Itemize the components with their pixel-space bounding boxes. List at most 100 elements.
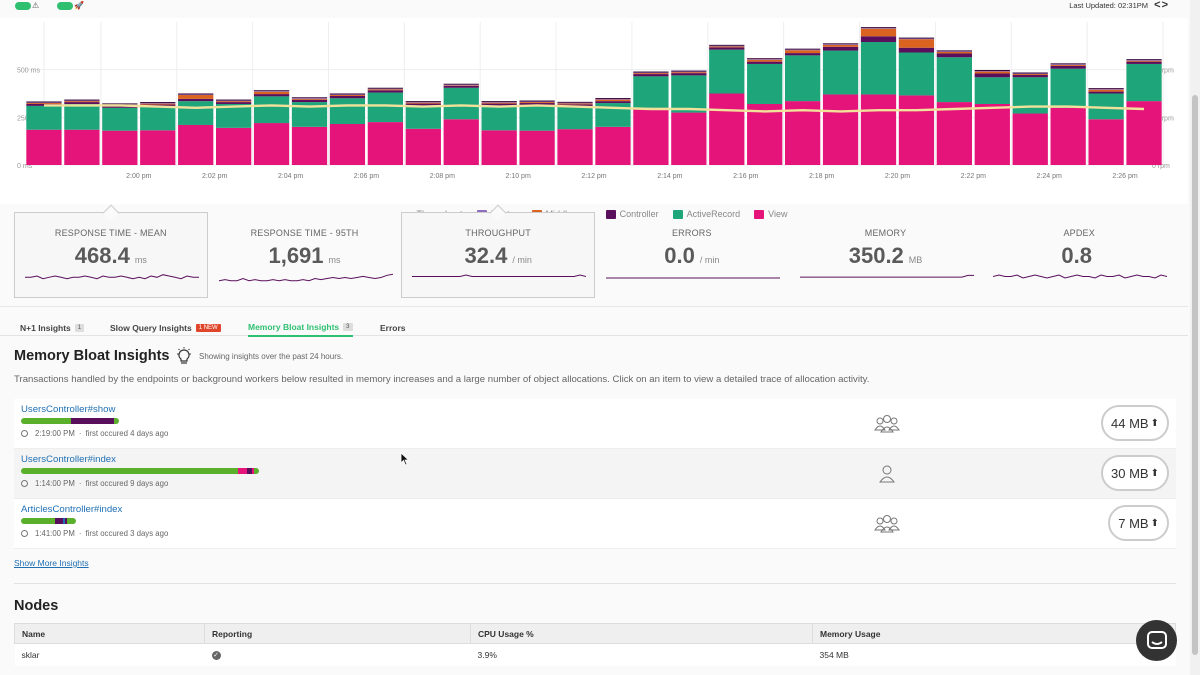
bar-activerecord[interactable] — [709, 49, 745, 94]
bar-activerecord[interactable] — [557, 106, 593, 130]
bar-router[interactable] — [671, 71, 707, 73]
bar-view[interactable] — [822, 94, 859, 165]
bar-view[interactable] — [1088, 119, 1124, 165]
bar-middleware[interactable] — [367, 89, 404, 91]
bar-activerecord[interactable] — [405, 105, 441, 129]
bar-controller[interactable] — [178, 98, 214, 102]
memory-increase-badge[interactable]: 30 MB ⬆ — [1101, 455, 1169, 491]
bar-router[interactable] — [253, 91, 290, 92]
bar-middleware[interactable] — [443, 85, 479, 86]
bar-controller[interactable] — [102, 105, 138, 108]
bar-controller[interactable] — [291, 99, 328, 103]
show-more-insights-link[interactable]: Show More Insights — [14, 558, 89, 568]
bar-activerecord[interactable] — [860, 42, 897, 95]
bar-view[interactable] — [443, 119, 479, 165]
scrollbar-thumb[interactable] — [1192, 95, 1198, 655]
bar-middleware[interactable] — [860, 28, 897, 37]
bar-controller[interactable] — [519, 103, 555, 105]
bar-router[interactable] — [140, 103, 176, 104]
endpoint-link[interactable]: UsersController#index — [21, 454, 116, 465]
table-row[interactable]: sklar ✓ 3.9% 354 MB — [14, 643, 1176, 666]
deploy-toggle[interactable]: 🚀 — [55, 1, 85, 11]
tab-errors[interactable]: Errors — [380, 318, 406, 337]
endpoint-link[interactable]: UsersController#show — [21, 404, 116, 415]
bar-view[interactable] — [178, 124, 214, 165]
bar-controller[interactable] — [898, 47, 935, 53]
alert-toggle[interactable]: ⚠ — [13, 1, 43, 11]
bar-view[interactable] — [291, 126, 328, 165]
bar-middleware[interactable] — [633, 73, 669, 75]
legend-item-view[interactable]: View — [754, 209, 788, 219]
bar-controller[interactable] — [367, 90, 404, 93]
bar-activerecord[interactable] — [140, 106, 176, 131]
bar-controller[interactable] — [974, 73, 1010, 78]
bar-activerecord[interactable] — [1126, 63, 1162, 102]
bar-router[interactable] — [1050, 64, 1086, 65]
bar-view[interactable] — [671, 112, 707, 165]
bar-controller[interactable] — [443, 85, 479, 88]
bar-view[interactable] — [860, 94, 897, 165]
bar-activerecord[interactable] — [253, 96, 290, 124]
bar-activerecord[interactable] — [481, 105, 517, 131]
bar-activerecord[interactable] — [1050, 68, 1086, 108]
bar-activerecord[interactable] — [747, 63, 783, 104]
bar-controller[interactable] — [671, 73, 707, 76]
bar-router[interactable] — [898, 38, 935, 40]
bar-controller[interactable] — [595, 101, 631, 104]
bar-middleware[interactable] — [671, 72, 707, 74]
bar-middleware[interactable] — [784, 50, 821, 54]
bar-activerecord[interactable] — [215, 103, 252, 128]
bar-activerecord[interactable] — [936, 57, 973, 103]
bar-router[interactable] — [481, 102, 517, 103]
bar-middleware[interactable] — [291, 98, 328, 100]
bar-middleware[interactable] — [936, 51, 973, 54]
metric-card-3[interactable]: ERRORS 0.0 / min — [595, 212, 789, 298]
bar-middleware[interactable] — [178, 95, 214, 99]
bar-router[interactable] — [519, 101, 555, 103]
col-name[interactable]: Name — [14, 623, 205, 644]
tab-memory-bloat-insights[interactable]: Memory Bloat Insights 3 — [248, 318, 353, 337]
bar-activerecord[interactable] — [671, 75, 707, 113]
bar-view[interactable] — [140, 130, 176, 165]
bar-router[interactable] — [1012, 73, 1048, 75]
bar-controller[interactable] — [822, 46, 859, 51]
bar-middleware[interactable] — [747, 59, 783, 62]
col-memory[interactable]: Memory Usage — [812, 623, 1176, 644]
bar-router[interactable] — [822, 44, 859, 45]
bar-view[interactable] — [1050, 107, 1086, 165]
bar-view[interactable] — [974, 103, 1010, 165]
bar-activerecord[interactable] — [64, 103, 100, 130]
bar-controller[interactable] — [557, 104, 593, 107]
bar-middleware[interactable] — [595, 99, 631, 102]
bar-activerecord[interactable] — [974, 77, 1010, 104]
bar-middleware[interactable] — [329, 95, 366, 96]
bar-view[interactable] — [253, 123, 290, 165]
bar-router[interactable] — [709, 45, 745, 47]
bar-middleware[interactable] — [1126, 60, 1162, 62]
bar-router[interactable] — [367, 88, 404, 90]
bar-controller[interactable] — [481, 103, 517, 106]
bar-controller[interactable] — [1050, 65, 1086, 69]
bar-view[interactable] — [595, 126, 631, 165]
bar-middleware[interactable] — [519, 102, 555, 104]
bar-middleware[interactable] — [405, 102, 441, 104]
bar-router[interactable] — [557, 102, 593, 104]
bar-activerecord[interactable] — [178, 101, 214, 125]
page-scrollbar[interactable] — [1190, 0, 1200, 675]
bar-controller[interactable] — [936, 53, 973, 58]
bar-view[interactable] — [898, 95, 935, 165]
legend-item-activerecord[interactable]: ActiveRecord — [672, 209, 740, 219]
bar-middleware[interactable] — [140, 103, 176, 105]
bar-controller[interactable] — [64, 102, 100, 104]
metric-card-5[interactable]: APDEX 0.8 — [982, 212, 1176, 298]
bar-activerecord[interactable] — [102, 107, 138, 131]
col-cpu[interactable]: CPU Usage % — [470, 623, 813, 644]
bar-controller[interactable] — [1088, 91, 1124, 94]
bar-view[interactable] — [936, 102, 973, 165]
bar-router[interactable] — [860, 28, 897, 29]
metric-card-0[interactable]: RESPONSE TIME - MEAN 468.4 ms — [14, 204, 208, 298]
bar-activerecord[interactable] — [26, 105, 62, 130]
bar-activerecord[interactable] — [822, 50, 859, 95]
bar-activerecord[interactable] — [784, 55, 821, 102]
